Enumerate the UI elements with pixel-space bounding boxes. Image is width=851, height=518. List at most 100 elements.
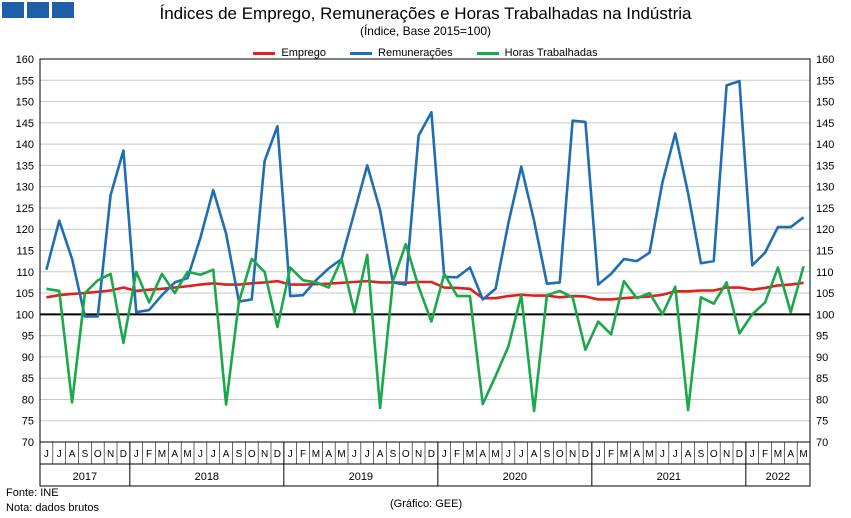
legend-swatch-emprego (253, 51, 276, 55)
x-tick-label-month: D (120, 449, 127, 460)
x-tick-label-month: J (198, 449, 203, 460)
x-tick-label-month: J (596, 449, 601, 460)
y-tick-label-left: 120 (16, 224, 34, 236)
x-tick-label-month: J (365, 449, 370, 460)
x-tick-label-year: 2020 (503, 471, 527, 483)
x-tick-label-month: F (300, 449, 306, 460)
y-tick-label-left: 150 (16, 97, 34, 109)
x-tick-label-month: N (107, 449, 114, 460)
y-tick-label-left: 135 (16, 160, 34, 172)
y-tick-label-right: 160 (816, 54, 834, 66)
x-tick-label-month: M (337, 449, 345, 460)
x-tick-label-month: F (762, 449, 768, 460)
x-tick-label-month: M (620, 449, 628, 460)
x-tick-label-month: J (211, 449, 216, 460)
y-tick-label-left: 115 (16, 246, 34, 258)
x-tick-label-month: J (660, 449, 665, 460)
y-tick-label-left: 85 (22, 373, 34, 385)
y-tick-label-right: 105 (816, 288, 834, 300)
gee-logo (2, 2, 74, 18)
y-tick-label-right: 70 (816, 437, 828, 449)
y-tick-label-left: 160 (16, 54, 34, 66)
y-tick-label-left: 155 (16, 75, 34, 87)
y-tick-label-right: 120 (816, 224, 834, 236)
x-tick-label-month: D (582, 449, 589, 460)
x-tick-label-month: A (633, 449, 640, 460)
x-tick-label-month: N (415, 449, 422, 460)
series-line-remuneracoes (45, 79, 805, 318)
x-tick-label-month: F (146, 449, 152, 460)
x-tick-label-month: J (44, 449, 49, 460)
x-tick-label-month: S (82, 449, 89, 460)
y-tick-label-right: 100 (816, 309, 834, 321)
x-tick-label-month: M (491, 449, 499, 460)
x-tick-label-month: A (171, 449, 178, 460)
x-tick-label-month: A (787, 449, 794, 460)
x-tick-label-month: J (506, 449, 511, 460)
x-tick-label-month: O (248, 449, 256, 460)
x-tick-label-month: A (685, 449, 692, 460)
y-tick-label-left: 95 (22, 331, 34, 343)
y-tick-label-left: 80 (22, 394, 34, 406)
x-tick-label-month: O (94, 449, 102, 460)
x-tick-label-year: 2019 (349, 471, 373, 483)
legend-swatch-remuneracoes (350, 51, 373, 55)
x-tick-label-month: M (183, 449, 191, 460)
data-note: Nota: dados brutos (6, 502, 99, 514)
legend-label-remuneracoes: Remunerações (378, 47, 453, 59)
x-tick-label-year: 2021 (657, 471, 681, 483)
legend-item-remuneracoes: Remunerações (350, 47, 453, 59)
y-tick-label-right: 135 (816, 160, 834, 172)
y-tick-label-left: 105 (16, 288, 34, 300)
y-tick-label-left: 70 (22, 437, 34, 449)
x-tick-label-month: A (377, 449, 384, 460)
y-tick-label-right: 125 (816, 203, 834, 215)
x-tick-label-month: O (402, 449, 410, 460)
series-line-horas-trabalhadas (46, 242, 805, 413)
y-tick-label-right: 85 (816, 373, 828, 385)
x-tick-label-month: M (312, 449, 320, 460)
y-tick-label-right: 145 (816, 118, 834, 130)
legend-label-horas: Horas Trabalhadas (504, 47, 598, 59)
y-tick-label-left: 100 (16, 309, 34, 321)
x-tick-label-year: 2017 (73, 471, 97, 483)
y-tick-label-left: 75 (22, 416, 34, 428)
x-tick-label-year: 2022 (766, 471, 790, 483)
x-tick-label-month: M (774, 449, 782, 460)
x-tick-label-month: J (673, 449, 678, 460)
y-tick-label-left: 110 (16, 267, 34, 279)
x-tick-label-month: J (288, 449, 293, 460)
x-tick-label-month: N (723, 449, 730, 460)
source-note: Fonte: INE (6, 487, 59, 499)
logo-block-2 (27, 2, 49, 18)
x-tick-label-month: M (799, 449, 807, 460)
x-tick-label-month: M (158, 449, 166, 460)
chart-credit: (Gráfico: GEE) (390, 498, 463, 510)
chart-subtitle: (Índice, Base 2015=100) (359, 24, 492, 38)
x-tick-label-month: A (69, 449, 76, 460)
y-tick-label-right: 140 (816, 139, 834, 151)
x-tick-label-month: O (556, 449, 564, 460)
x-tick-label-month: N (261, 449, 268, 460)
y-tick-label-right: 150 (816, 97, 834, 109)
x-tick-label-month: D (428, 449, 435, 460)
legend-swatch-horas (476, 51, 499, 55)
x-tick-label-month: A (325, 449, 332, 460)
y-tick-label-left: 125 (16, 203, 34, 215)
x-tick-label-month: J (134, 449, 139, 460)
x-tick-label-month: J (750, 449, 755, 460)
x-tick-label-year: 2018 (195, 471, 219, 483)
y-tick-label-left: 140 (16, 139, 34, 151)
x-tick-label-month: A (223, 449, 230, 460)
y-tick-label-left: 145 (16, 118, 34, 130)
y-tick-label-right: 75 (816, 416, 828, 428)
logo-block-3 (52, 2, 74, 18)
y-tick-label-right: 90 (816, 352, 828, 364)
legend-item-horas: Horas Trabalhadas (476, 47, 598, 59)
chart-legend: Emprego Remunerações Horas Trabalhadas (0, 47, 851, 59)
x-tick-label-month: M (645, 449, 653, 460)
x-tick-label-month: N (569, 449, 576, 460)
y-tick-label-right: 80 (816, 394, 828, 406)
x-tick-label-month: O (710, 449, 718, 460)
x-tick-label-month: S (390, 449, 397, 460)
